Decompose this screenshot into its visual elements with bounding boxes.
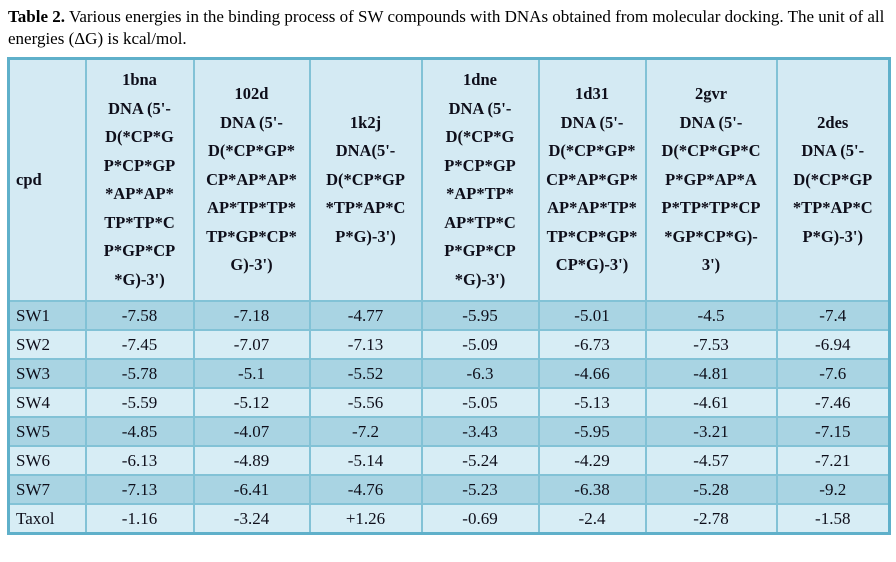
energy-cell-sw5-1k2j: -7.2	[308, 416, 423, 448]
column-header-1dne: 1dne DNA (5'- D(*CP*G P*CP*GP *AP*TP* AP…	[420, 57, 540, 303]
energy-cell-sw2-1bna: -7.45	[84, 329, 195, 361]
energy-cell-sw2-1dne: -5.09	[420, 329, 540, 361]
energy-cell-sw4-102d: -5.12	[192, 387, 311, 419]
energy-cell-sw1-2des: -7.4	[775, 300, 891, 332]
row-label-taxol: Taxol	[7, 503, 87, 535]
energy-cell-sw1-102d: -7.18	[192, 300, 311, 332]
energy-cell-sw3-1d31: -4.66	[537, 358, 647, 390]
energy-cell-sw2-2des: -6.94	[775, 329, 891, 361]
energy-cell-sw3-1k2j: -5.52	[308, 358, 423, 390]
energy-cell-sw7-1k2j: -4.76	[308, 474, 423, 506]
energy-cell-taxol-1dne: -0.69	[420, 503, 540, 535]
energy-cell-sw6-1k2j: -5.14	[308, 445, 423, 477]
energy-cell-taxol-2des: -1.58	[775, 503, 891, 535]
table-header: cpd 1bna DNA (5'- D(*CP*G P*CP*GP *AP*AP*…	[7, 57, 891, 303]
table-row-sw1: SW1 -7.58 -7.18 -4.77 -5.95 -5.01 -4.5 -7.4	[7, 300, 891, 332]
energy-cell-sw4-1k2j: -5.56	[308, 387, 423, 419]
energy-cell-sw6-2gvr: -4.57	[644, 445, 778, 477]
energy-cell-sw5-2gvr: -3.21	[644, 416, 778, 448]
energy-cell-sw5-1dne: -3.43	[420, 416, 540, 448]
energy-cell-sw5-1bna: -4.85	[84, 416, 195, 448]
row-label-sw5: SW5	[7, 416, 87, 448]
energy-cell-sw6-1d31: -4.29	[537, 445, 647, 477]
energy-cell-sw7-1dne: -5.23	[420, 474, 540, 506]
energy-cell-sw4-1d31: -5.13	[537, 387, 647, 419]
energy-cell-sw6-1dne: -5.24	[420, 445, 540, 477]
table-row-sw3: SW3 -5.78 -5.1 -5.52 -6.3 -4.66 -4.81 -7.6	[7, 358, 891, 390]
table-caption-text: Various energies in the binding process …	[8, 7, 885, 49]
table-caption: Table 2. Various energies in the binding…	[0, 0, 896, 57]
table-caption-label: Table 2.	[8, 7, 66, 26]
row-label-sw1: SW1	[7, 300, 87, 332]
energy-cell-taxol-1bna: -1.16	[84, 503, 195, 535]
energy-cell-sw2-102d: -7.07	[192, 329, 311, 361]
energy-cell-sw4-1bna: -5.59	[84, 387, 195, 419]
table-row-sw4: SW4 -5.59 -5.12 -5.56 -5.05 -5.13 -4.61 -7.46	[7, 387, 891, 419]
table-row-sw2: SW2 -7.45 -7.07 -7.13 -5.09 -6.73 -7.53 -6.94	[7, 329, 891, 361]
energy-cell-sw1-1bna: -7.58	[84, 300, 195, 332]
table-row-taxol: Taxol -1.16 -3.24 +1.26 -0.69 -2.4 -2.78 -1.58	[7, 503, 891, 535]
row-label-sw3: SW3	[7, 358, 87, 390]
energy-cell-sw6-102d: -4.89	[192, 445, 311, 477]
energy-cell-taxol-1d31: -2.4	[537, 503, 647, 535]
column-header-2gvr: 2gvr DNA (5'- D(*CP*GP*C P*GP*AP*A P*TP*…	[644, 57, 778, 303]
energy-cell-sw5-2des: -7.15	[775, 416, 891, 448]
column-header-1bna: 1bna DNA (5'- D(*CP*G P*CP*GP *AP*AP* TP…	[84, 57, 195, 303]
energy-cell-sw7-102d: -6.41	[192, 474, 311, 506]
energy-cell-sw1-1k2j: -4.77	[308, 300, 423, 332]
table-row-sw7: SW7 -7.13 -6.41 -4.76 -5.23 -6.38 -5.28 -9.2	[7, 474, 891, 506]
table-body: SW1 -7.58 -7.18 -4.77 -5.95 -5.01 -4.5 -7.4 SW2-…	[7, 300, 891, 535]
energy-cell-sw1-1dne: -5.95	[420, 300, 540, 332]
table-row-sw6: SW6 -6.13 -4.89 -5.14 -5.24 -4.29 -4.57 -7.21	[7, 445, 891, 477]
docking-energy-table: cpd 1bna DNA (5'- D(*CP*G P*CP*GP *AP*AP*…	[7, 56, 891, 535]
column-header-2des: 2des DNA (5'- D(*CP*GP *TP*AP*C P*G)-3')	[775, 57, 891, 303]
energy-cell-sw3-102d: -5.1	[192, 358, 311, 390]
row-label-sw4: SW4	[7, 387, 87, 419]
energy-cell-sw3-1bna: -5.78	[84, 358, 195, 390]
row-label-sw7: SW7	[7, 474, 87, 506]
energy-cell-sw7-2des: -9.2	[775, 474, 891, 506]
energy-cell-sw5-102d: -4.07	[192, 416, 311, 448]
energy-cell-sw4-2des: -7.46	[775, 387, 891, 419]
table-row-sw5: SW5 -4.85 -4.07 -7.2 -3.43 -5.95 -3.21 -7.15	[7, 416, 891, 448]
energy-cell-taxol-102d: -3.24	[192, 503, 311, 535]
table-header-row: cpd 1bna DNA (5'- D(*CP*G P*CP*GP *AP*AP*…	[7, 57, 891, 303]
energy-cell-sw7-1bna: -7.13	[84, 474, 195, 506]
energy-cell-sw1-2gvr: -4.5	[644, 300, 778, 332]
energy-cell-sw2-1k2j: -7.13	[308, 329, 423, 361]
energy-cell-sw2-1d31: -6.73	[537, 329, 647, 361]
energy-cell-sw7-1d31: -6.38	[537, 474, 647, 506]
energy-cell-sw6-2des: -7.21	[775, 445, 891, 477]
energy-cell-sw2-2gvr: -7.53	[644, 329, 778, 361]
energy-cell-sw3-1dne: -6.3	[420, 358, 540, 390]
energy-cell-sw3-2des: -7.6	[775, 358, 891, 390]
energy-cell-sw3-2gvr: -4.81	[644, 358, 778, 390]
energy-cell-sw5-1d31: -5.95	[537, 416, 647, 448]
row-label-sw2: SW2	[7, 329, 87, 361]
column-header-1k2j: 1k2j DNA(5'- D(*CP*GP *TP*AP*C P*G)-3')	[308, 57, 423, 303]
row-label-sw6: SW6	[7, 445, 87, 477]
energy-cell-taxol-2gvr: -2.78	[644, 503, 778, 535]
energy-cell-sw7-2gvr: -5.28	[644, 474, 778, 506]
energy-cell-sw6-1bna: -6.13	[84, 445, 195, 477]
energy-cell-taxol-1k2j: +1.26	[308, 503, 423, 535]
column-header-1d31: 1d31 DNA (5'- D(*CP*GP* CP*AP*GP* AP*AP*…	[537, 57, 647, 303]
column-header-cpd: cpd	[7, 57, 87, 303]
energy-cell-sw1-1d31: -5.01	[537, 300, 647, 332]
energy-cell-sw4-2gvr: -4.61	[644, 387, 778, 419]
column-header-102d: 102d DNA (5'- D(*CP*GP* CP*AP*AP* AP*TP*…	[192, 57, 311, 303]
energy-cell-sw4-1dne: -5.05	[420, 387, 540, 419]
